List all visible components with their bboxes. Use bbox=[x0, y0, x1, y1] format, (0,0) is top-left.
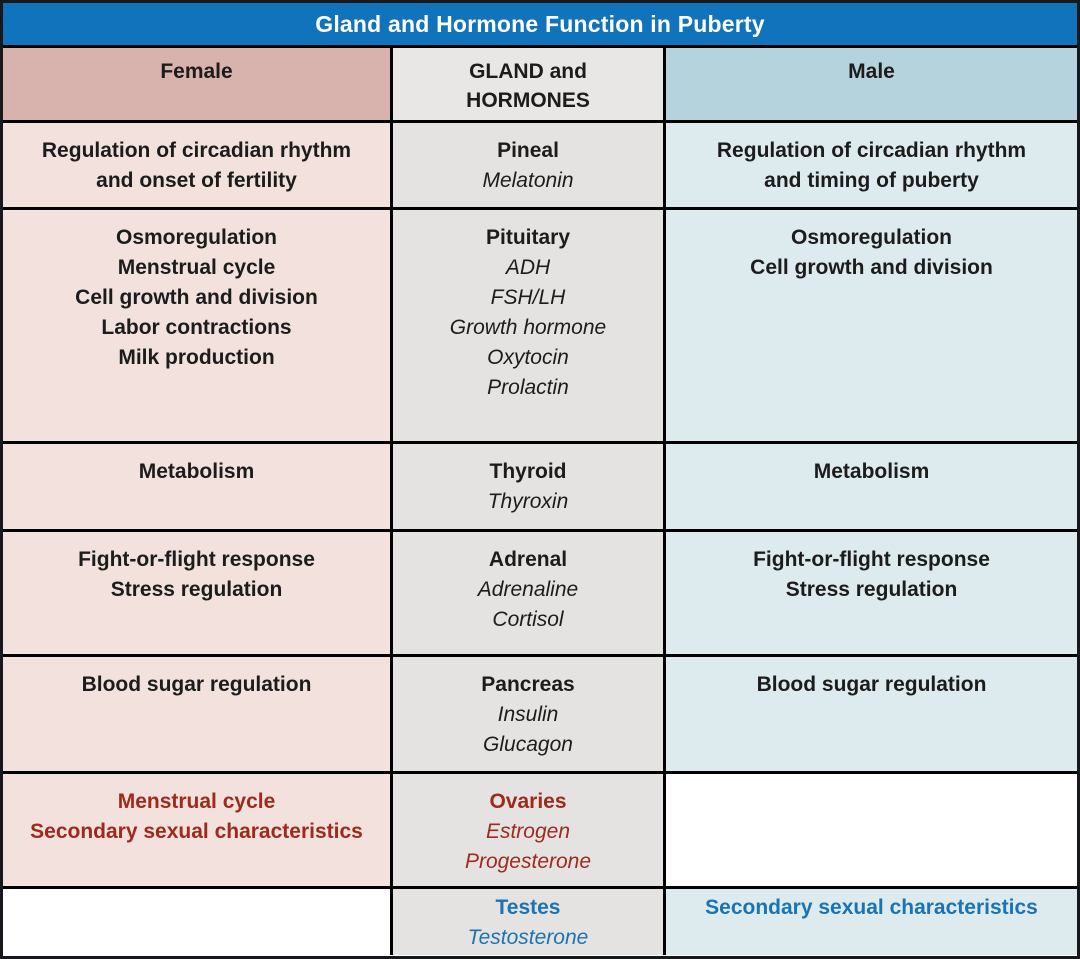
hormone-name: Thyroxin bbox=[487, 490, 569, 513]
cell-male-thyroid: Metabolism bbox=[663, 444, 1077, 529]
female-function-line: Milk production bbox=[118, 346, 275, 369]
female-function-line: Blood sugar regulation bbox=[81, 673, 312, 696]
hormone-name: Growth hormone bbox=[449, 316, 607, 339]
gland-name: Pineal bbox=[497, 139, 559, 162]
hormone-name: Prolactin bbox=[487, 376, 569, 399]
cell-gland-pituitary: Pituitary ADH FSH/LH Growth hormone Oxyt… bbox=[390, 210, 663, 441]
cell-female-pituitary: Osmoregulation Menstrual cycle Cell grow… bbox=[3, 210, 390, 441]
header-male: Male bbox=[663, 48, 1077, 120]
hormone-name: Glucagon bbox=[483, 733, 573, 756]
table-title: Gland and Hormone Function in Puberty bbox=[3, 3, 1077, 45]
cell-female-pancreas: Blood sugar regulation bbox=[3, 657, 390, 771]
hormone-name: Oxytocin bbox=[487, 346, 569, 369]
cell-male-pineal: Regulation of circadian rhythm and timin… bbox=[663, 123, 1077, 207]
cell-female-blank bbox=[3, 889, 390, 955]
male-function-line: Osmoregulation bbox=[790, 226, 953, 249]
cell-female-thyroid: Metabolism bbox=[3, 444, 390, 529]
header-row: Female GLAND and HORMONES Male bbox=[3, 45, 1077, 120]
female-function-line: Metabolism bbox=[138, 460, 255, 483]
gland-name: Ovaries bbox=[489, 790, 567, 813]
cell-male-pituitary: Osmoregulation Cell growth and division bbox=[663, 210, 1077, 441]
table-row-adrenal: Fight-or-flight response Stress regulati… bbox=[3, 529, 1077, 654]
male-function-line: and timing of puberty bbox=[764, 169, 979, 192]
female-function-line: Secondary sexual characteristics bbox=[30, 820, 363, 843]
table-row-ovaries: Menstrual cycle Secondary sexual charact… bbox=[3, 771, 1077, 886]
table-row-pituitary: Osmoregulation Menstrual cycle Cell grow… bbox=[3, 207, 1077, 441]
cell-male-blank bbox=[663, 774, 1077, 886]
cell-female-pineal: Regulation of circadian rhythm and onset… bbox=[3, 123, 390, 207]
female-function-line: Osmoregulation bbox=[115, 226, 278, 249]
female-function-line: Fight-or-flight response bbox=[78, 548, 315, 571]
cell-gland-pineal: Pineal Melatonin bbox=[390, 123, 663, 207]
hormone-name: Insulin bbox=[497, 703, 559, 726]
cell-gland-testes: Testes Testosterone bbox=[390, 889, 663, 955]
male-function-line: Metabolism bbox=[813, 460, 930, 483]
male-function-line: Stress regulation bbox=[785, 578, 958, 601]
male-function-line: Blood sugar regulation bbox=[756, 673, 987, 696]
hormone-name: Estrogen bbox=[485, 820, 571, 843]
male-function-line: Fight-or-flight response bbox=[753, 548, 990, 571]
hormone-name: ADH bbox=[505, 256, 551, 279]
cell-male-pancreas: Blood sugar regulation bbox=[663, 657, 1077, 771]
female-function-line: Labor contractions bbox=[101, 316, 292, 339]
female-function-line: Menstrual cycle bbox=[117, 790, 276, 813]
gland-name: Pancreas bbox=[481, 673, 575, 696]
female-function-line: and onset of fertility bbox=[96, 169, 297, 192]
cell-gland-thyroid: Thyroid Thyroxin bbox=[390, 444, 663, 529]
gland-name: Adrenal bbox=[488, 548, 568, 571]
hormone-name: Melatonin bbox=[482, 169, 574, 192]
table-row-thyroid: Metabolism Thyroid Thyroxin Metabolism bbox=[3, 441, 1077, 529]
hormone-name: Progesterone bbox=[464, 850, 592, 873]
cell-male-testes: Secondary sexual characteristics bbox=[663, 889, 1077, 955]
header-gland-hormones: GLAND and HORMONES bbox=[390, 48, 663, 120]
hormone-name: FSH/LH bbox=[490, 286, 566, 309]
cell-female-adrenal: Fight-or-flight response Stress regulati… bbox=[3, 532, 390, 654]
header-gland-line2: HORMONES bbox=[466, 89, 590, 112]
female-function-line: Menstrual cycle bbox=[117, 256, 276, 279]
cell-gland-ovaries: Ovaries Estrogen Progesterone bbox=[390, 774, 663, 886]
cell-female-ovaries: Menstrual cycle Secondary sexual charact… bbox=[3, 774, 390, 886]
gland-name: Thyroid bbox=[489, 460, 567, 483]
female-function-line: Cell growth and division bbox=[75, 286, 318, 309]
gland-name: Testes bbox=[495, 896, 561, 919]
cell-gland-adrenal: Adrenal Adrenaline Cortisol bbox=[390, 532, 663, 654]
gland-name: Pituitary bbox=[485, 226, 571, 249]
male-function-line: Cell growth and division bbox=[750, 256, 993, 279]
table-row-pineal: Regulation of circadian rhythm and onset… bbox=[3, 120, 1077, 207]
hormone-name: Adrenaline bbox=[477, 578, 579, 601]
header-gland-line1: GLAND and bbox=[469, 60, 587, 83]
hormone-name: Cortisol bbox=[492, 608, 564, 631]
male-function-line: Regulation of circadian rhythm bbox=[716, 139, 1027, 162]
male-function-line: Secondary sexual characteristics bbox=[705, 896, 1038, 919]
table-row-pancreas: Blood sugar regulation Pancreas Insulin … bbox=[3, 654, 1077, 771]
female-function-line: Stress regulation bbox=[110, 578, 283, 601]
female-function-line: Regulation of circadian rhythm bbox=[41, 139, 352, 162]
cell-male-adrenal: Fight-or-flight response Stress regulati… bbox=[663, 532, 1077, 654]
header-female: Female bbox=[3, 48, 390, 120]
cell-gland-pancreas: Pancreas Insulin Glucagon bbox=[390, 657, 663, 771]
hormone-name: Testosterone bbox=[467, 926, 589, 949]
table-row-testes: Testes Testosterone Secondary sexual cha… bbox=[3, 886, 1077, 955]
